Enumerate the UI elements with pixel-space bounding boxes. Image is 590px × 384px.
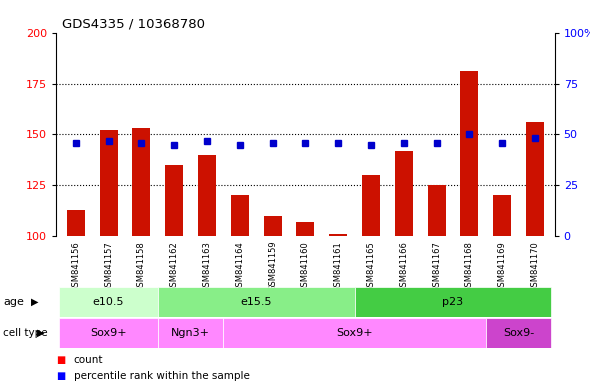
Bar bbox=[158, 318, 224, 348]
Bar bbox=[355, 287, 551, 317]
Text: p23: p23 bbox=[442, 297, 464, 307]
Text: Sox9-: Sox9- bbox=[503, 328, 534, 338]
Bar bbox=[264, 216, 281, 236]
Bar bbox=[362, 175, 380, 236]
Bar bbox=[526, 122, 544, 236]
Text: GSM841169: GSM841169 bbox=[497, 241, 507, 291]
Text: GSM841163: GSM841163 bbox=[202, 241, 211, 292]
Text: GSM841157: GSM841157 bbox=[104, 241, 113, 291]
Text: GSM841164: GSM841164 bbox=[235, 241, 244, 291]
Text: age: age bbox=[3, 297, 24, 307]
Text: Sox9+: Sox9+ bbox=[336, 328, 373, 338]
Bar bbox=[493, 195, 511, 236]
Text: GSM841170: GSM841170 bbox=[530, 241, 539, 291]
Bar bbox=[224, 318, 486, 348]
Bar bbox=[60, 287, 158, 317]
Text: e15.5: e15.5 bbox=[240, 297, 272, 307]
Text: GSM841167: GSM841167 bbox=[432, 241, 441, 292]
Text: GSM841158: GSM841158 bbox=[137, 241, 146, 291]
Bar bbox=[460, 71, 478, 236]
Bar bbox=[100, 130, 117, 236]
Text: ▶: ▶ bbox=[31, 297, 38, 307]
Text: GDS4335 / 10368780: GDS4335 / 10368780 bbox=[62, 17, 205, 30]
Bar bbox=[395, 151, 413, 236]
Text: GSM841166: GSM841166 bbox=[399, 241, 408, 292]
Text: GSM841159: GSM841159 bbox=[268, 241, 277, 291]
Text: GSM841161: GSM841161 bbox=[333, 241, 343, 291]
Bar bbox=[158, 287, 355, 317]
Text: GSM841160: GSM841160 bbox=[301, 241, 310, 291]
Bar bbox=[329, 234, 347, 236]
Text: GSM841162: GSM841162 bbox=[170, 241, 179, 291]
Text: percentile rank within the sample: percentile rank within the sample bbox=[74, 371, 250, 381]
Bar bbox=[296, 222, 314, 236]
Text: GSM841168: GSM841168 bbox=[465, 241, 474, 292]
Bar bbox=[67, 210, 85, 236]
Bar bbox=[60, 318, 158, 348]
Bar bbox=[198, 155, 216, 236]
Text: ▶: ▶ bbox=[37, 328, 45, 338]
Bar bbox=[132, 128, 150, 236]
Bar bbox=[231, 195, 249, 236]
Text: GSM841156: GSM841156 bbox=[71, 241, 80, 291]
Bar bbox=[486, 318, 551, 348]
Text: Ngn3+: Ngn3+ bbox=[171, 328, 210, 338]
Text: GSM841165: GSM841165 bbox=[366, 241, 375, 291]
Bar bbox=[165, 165, 183, 236]
Text: cell type: cell type bbox=[3, 328, 48, 338]
Text: ■: ■ bbox=[56, 371, 65, 381]
Text: e10.5: e10.5 bbox=[93, 297, 124, 307]
Text: ■: ■ bbox=[56, 355, 65, 365]
Text: Sox9+: Sox9+ bbox=[90, 328, 127, 338]
Text: count: count bbox=[74, 355, 103, 365]
Bar bbox=[428, 185, 445, 236]
